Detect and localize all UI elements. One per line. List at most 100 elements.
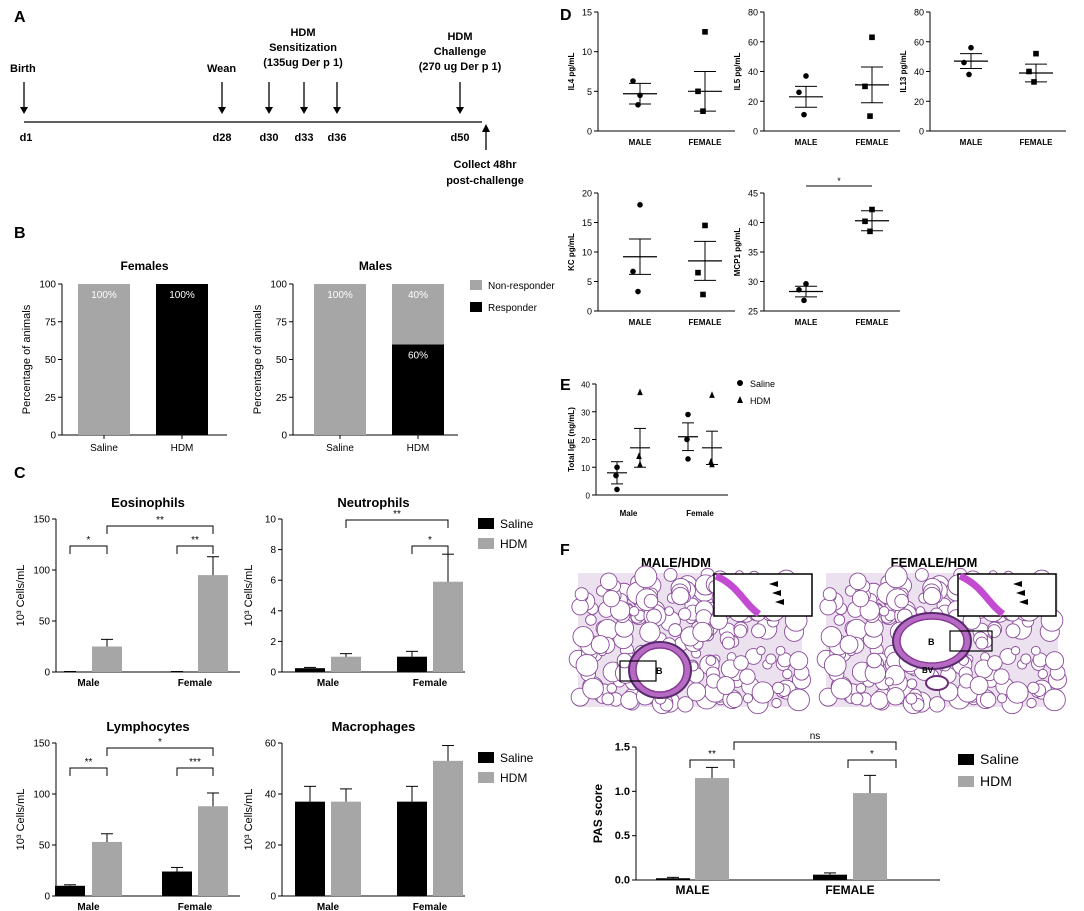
- f-pas-male-bracket: [689, 759, 735, 768]
- d-il5-point: [869, 34, 875, 41]
- histology-female-bronchus-lumen: [899, 618, 965, 664]
- arrow-wean: [218, 82, 226, 114]
- d-kc-ytick-label: 10: [582, 248, 592, 258]
- c-lym-across-sig-label: *: [158, 737, 162, 748]
- d-il5-point: [796, 89, 802, 96]
- c-eos-bar-hdm: [198, 575, 228, 672]
- timeline-sensitization-line1: HDM: [290, 27, 315, 39]
- d-il5-xtick-label: MALE: [795, 138, 818, 147]
- d-mcp1-point: [869, 206, 875, 213]
- e-ige-saline-point: [684, 436, 690, 443]
- f-pas-bar-saline: [656, 878, 690, 880]
- c-eos-male-sig-label: *: [87, 535, 91, 546]
- c-mac-xtick-label: Male: [317, 902, 340, 911]
- histology-male-alveolus: [639, 621, 661, 643]
- d-il5-xtick-label: FEMALE: [856, 138, 890, 147]
- b-males-ytick-label: 25: [276, 393, 288, 404]
- timeline-day-d33: d33: [295, 132, 314, 144]
- c-mac-legend-swatch-hdm: [478, 772, 494, 783]
- histology-female-alveolus: [830, 677, 853, 700]
- d-kc-point: [700, 291, 706, 298]
- histology-female-inset-arrowhead: [1016, 590, 1025, 596]
- histology-female-alveolus: [855, 683, 867, 694]
- timeline-sensitization-line3: (135ug Der p 1): [263, 57, 343, 69]
- f-pas-female-bracket: [847, 759, 897, 768]
- histology-female-alveolus: [1010, 646, 1021, 656]
- histology-female-image: B BV: [816, 565, 1068, 715]
- d-mcp1-point: [801, 297, 807, 304]
- c-neu-ytick-label: 2: [270, 637, 276, 648]
- histology-female-vessel: [925, 675, 949, 691]
- c-eos-bar-hdm: [92, 646, 122, 672]
- d-kc-ytick-label: 15: [582, 218, 592, 228]
- d-kc-point: [630, 268, 636, 275]
- timeline-collect-line1: Collect 48hr: [454, 159, 518, 171]
- d-il5-ytick-label: 80: [748, 8, 758, 18]
- c-lym-across-bracket: [106, 747, 214, 756]
- histology-male-alveolus: [678, 607, 692, 621]
- histology-female-alveolus: [969, 676, 989, 695]
- d-il4-ytick-label: 15: [582, 8, 592, 18]
- b-females-ytick-label: 75: [45, 317, 57, 328]
- c-lym-bar-hdm: [92, 841, 122, 896]
- c-neu-ytick-label: 10: [265, 515, 277, 526]
- c-lym-ytick-label: 150: [33, 739, 50, 750]
- c-mac-legend-swatch-saline: [478, 752, 494, 763]
- histology-male-bronchus-label: B: [656, 666, 663, 676]
- d-mcp1-point: [867, 228, 873, 235]
- d-il13-ytick-label: 80: [914, 8, 924, 18]
- d-il13-ytick-label: 20: [914, 97, 924, 107]
- c-neu-bar-hdm: [433, 581, 463, 672]
- c-neu-xtick-label: Female: [413, 678, 448, 689]
- d-kc-y-label: KC pg/mL: [567, 233, 576, 271]
- b-females-ytick-label: 25: [45, 393, 57, 404]
- histology-male-alveolus: [677, 696, 694, 713]
- f-pas-xtick-label: MALE: [676, 883, 710, 897]
- histology-female-alveolus: [823, 653, 847, 677]
- d-il13-point: [1026, 68, 1032, 75]
- d-il5-ytick-label: 40: [748, 67, 758, 77]
- c-eos-ytick-label: 0: [44, 668, 50, 679]
- e-ige-hdm-point: [637, 388, 643, 396]
- c-lym-male-bracket: [69, 767, 108, 776]
- histology-female-alveolus: [884, 565, 908, 589]
- f-pas-ytick-label: 1.5: [615, 742, 630, 754]
- histology-male-alveolus: [590, 635, 610, 654]
- c-eos-male-bracket: [69, 545, 108, 554]
- arrow-birth: [20, 82, 28, 114]
- c-lym-ytick-label: 50: [39, 841, 51, 852]
- panel-letter-b: B: [14, 225, 26, 242]
- d-il4-point: [635, 102, 641, 108]
- d-il13-ytick-label: 0: [919, 127, 924, 137]
- e-ige-xtick-label: Male: [620, 509, 638, 518]
- histology-female-alveolus: [894, 593, 909, 609]
- histology-male-alveolus: [722, 636, 735, 650]
- e-ige-legend-hdm-point: [737, 396, 743, 403]
- histology-female-alveolus: [1026, 697, 1037, 709]
- histology-male-alveolus: [620, 691, 639, 710]
- d-kc-xtick-label: MALE: [629, 318, 652, 327]
- histology-right-title: FEMALE/HDM: [891, 555, 978, 570]
- e-ige-legend-label-saline: Saline: [750, 379, 775, 389]
- b-males-xtick-label: Saline: [326, 443, 354, 454]
- histology-male-alveolus: [739, 668, 756, 685]
- histology-female-alveolus: [1030, 645, 1041, 656]
- timeline-day-d30: d30: [260, 132, 279, 144]
- d-il4-xtick-label: FEMALE: [689, 138, 723, 147]
- histology-female-alveolus: [886, 687, 905, 706]
- d-il4-y-label: IL4 pg/mL: [567, 53, 576, 91]
- c-lym-title: Lymphocytes: [106, 719, 189, 734]
- f-pas-xtick-label: FEMALE: [825, 883, 874, 897]
- b-females-datalabel: 100%: [91, 290, 117, 301]
- d-il13-xtick-label: FEMALE: [1020, 138, 1054, 147]
- b-females-title: Females: [120, 259, 168, 273]
- c-eos-xtick-label: Male: [77, 678, 100, 689]
- histology-male-alveolus: [646, 608, 662, 625]
- histology-female-alveolus: [870, 691, 889, 710]
- d-il4-point: [702, 29, 708, 35]
- figure-static-layer: A B C D E F Birth Wean HDM Sensitization…: [10, 7, 1068, 715]
- c-mac-y-label: 10³ Cells/mL: [243, 789, 255, 851]
- histology-male-inset-arrowhead: [769, 581, 778, 587]
- f-pas-bar-saline: [813, 874, 847, 880]
- histology-female-alveolus: [1005, 623, 1021, 639]
